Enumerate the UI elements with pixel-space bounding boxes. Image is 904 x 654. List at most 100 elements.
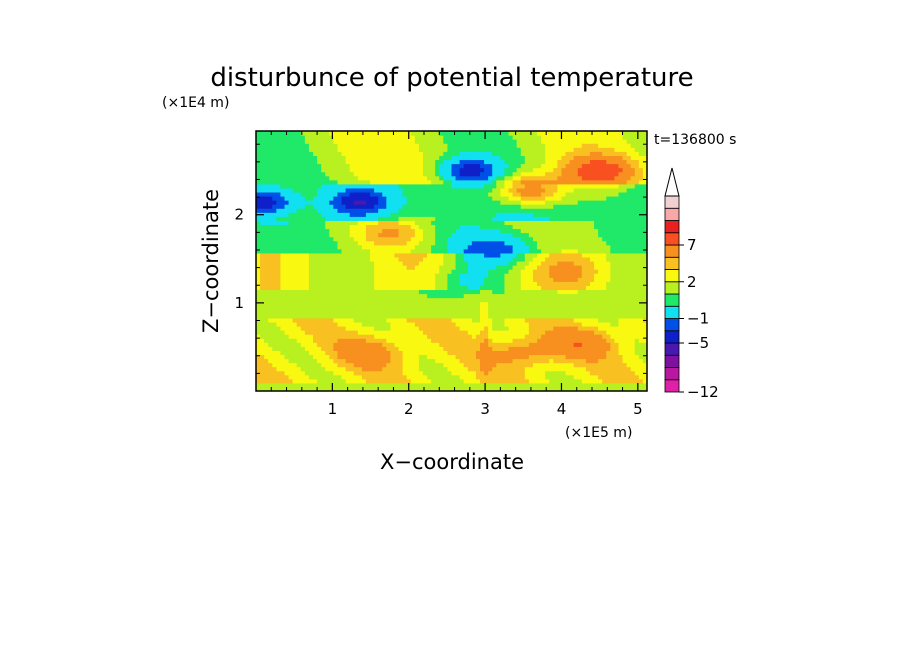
heatmap-cell [480,313,485,319]
heatmap-cell [349,273,355,278]
heatmap-cell [414,289,420,295]
heatmap-cell [435,354,440,360]
heatmap-cell [422,256,428,262]
heatmap-cell [370,261,375,266]
heatmap-cell [410,224,416,230]
heatmap-cell [410,277,416,282]
heatmap-cell [325,338,330,343]
heatmap-cell [321,342,326,347]
heatmap-cell [337,273,343,278]
heatmap-cell [504,370,510,376]
heatmap-cell [463,191,469,197]
heatmap-cell [488,175,493,181]
heatmap-cell [427,366,432,372]
heatmap-cell [488,224,493,230]
heatmap-cell [549,366,554,372]
heatmap-cell [353,171,359,177]
heatmap-cell [361,248,367,254]
heatmap-cell [496,342,501,347]
heatmap-cell [520,366,526,372]
heatmap-cell [549,297,554,303]
heatmap-cell [484,224,489,230]
heatmap-cell [386,183,392,189]
heatmap-cell [451,265,457,270]
heatmap-cell [471,273,477,278]
heatmap-cell [333,131,339,136]
heatmap-cell [516,374,522,380]
heatmap-cell [378,236,383,242]
heatmap-cell [463,289,469,295]
heatmap-cell [308,139,314,144]
heatmap-cell [414,309,420,315]
heatmap-cell [471,131,477,136]
heatmap-cell [435,297,440,303]
heatmap-cell [435,244,440,250]
heatmap-cell [329,139,334,144]
heatmap-cell [545,135,550,140]
heatmap-cell [313,183,318,189]
heatmap-cell [406,269,412,274]
heatmap-cell [325,386,330,391]
heatmap-cell [545,236,550,242]
heatmap-cell [504,171,510,177]
heatmap-cell [337,354,343,360]
heatmap-cell [264,256,269,262]
heatmap-cell [402,175,408,181]
heatmap-cell [288,330,294,335]
heatmap-cell [317,281,322,286]
heatmap-cell [569,285,575,291]
heatmap-cell [475,163,481,169]
heatmap-cell [349,236,355,242]
heatmap-cell [345,273,351,278]
heatmap-cell [447,196,453,201]
heatmap-cell [528,313,534,319]
heatmap-cell [317,147,322,152]
heatmap-cell [467,236,473,242]
heatmap-cell [353,163,359,169]
heatmap-cell [443,256,449,262]
heatmap-cell [353,200,359,205]
heatmap-cell [280,244,286,250]
heatmap-cell [280,277,286,282]
heatmap-cell [353,273,359,278]
heatmap-cell [365,297,371,303]
heatmap-cell [418,269,424,274]
heatmap-cell [378,171,383,177]
heatmap-cell [431,252,436,258]
heatmap-cell [528,370,534,376]
heatmap-cell [337,261,343,266]
heatmap-cell [569,256,575,262]
heatmap-cell [374,147,379,152]
heatmap-cell [378,277,383,282]
heatmap-cell [439,248,444,254]
heatmap-cell [337,228,343,234]
heatmap-cell [414,147,420,152]
heatmap-cell [447,179,453,185]
heatmap-cell [260,155,265,161]
heatmap-cell [280,326,286,331]
heatmap-cell [455,244,461,250]
heatmap-cell [361,131,367,136]
heatmap-cell [276,313,282,319]
heatmap-cell [276,281,282,286]
heatmap-cell [565,330,571,335]
heatmap-cell [300,216,306,221]
heatmap-cell [264,240,269,246]
heatmap-cell [524,265,530,270]
heatmap-cell [410,326,416,331]
heatmap-cell [374,362,379,368]
heatmap-cell [463,265,469,270]
heatmap-cell [496,135,501,140]
heatmap-cell [422,317,428,323]
heatmap-cell [439,265,444,270]
heatmap-cell [427,342,432,347]
heatmap-cell [500,224,506,230]
heatmap-cell [422,346,428,351]
heatmap-cell [292,179,298,185]
heatmap-cell [292,305,298,311]
heatmap-cell [557,147,563,152]
heatmap-cell [313,131,318,136]
heatmap-cell [370,382,375,388]
heatmap-cell [447,167,453,173]
heatmap-cell [492,330,497,335]
